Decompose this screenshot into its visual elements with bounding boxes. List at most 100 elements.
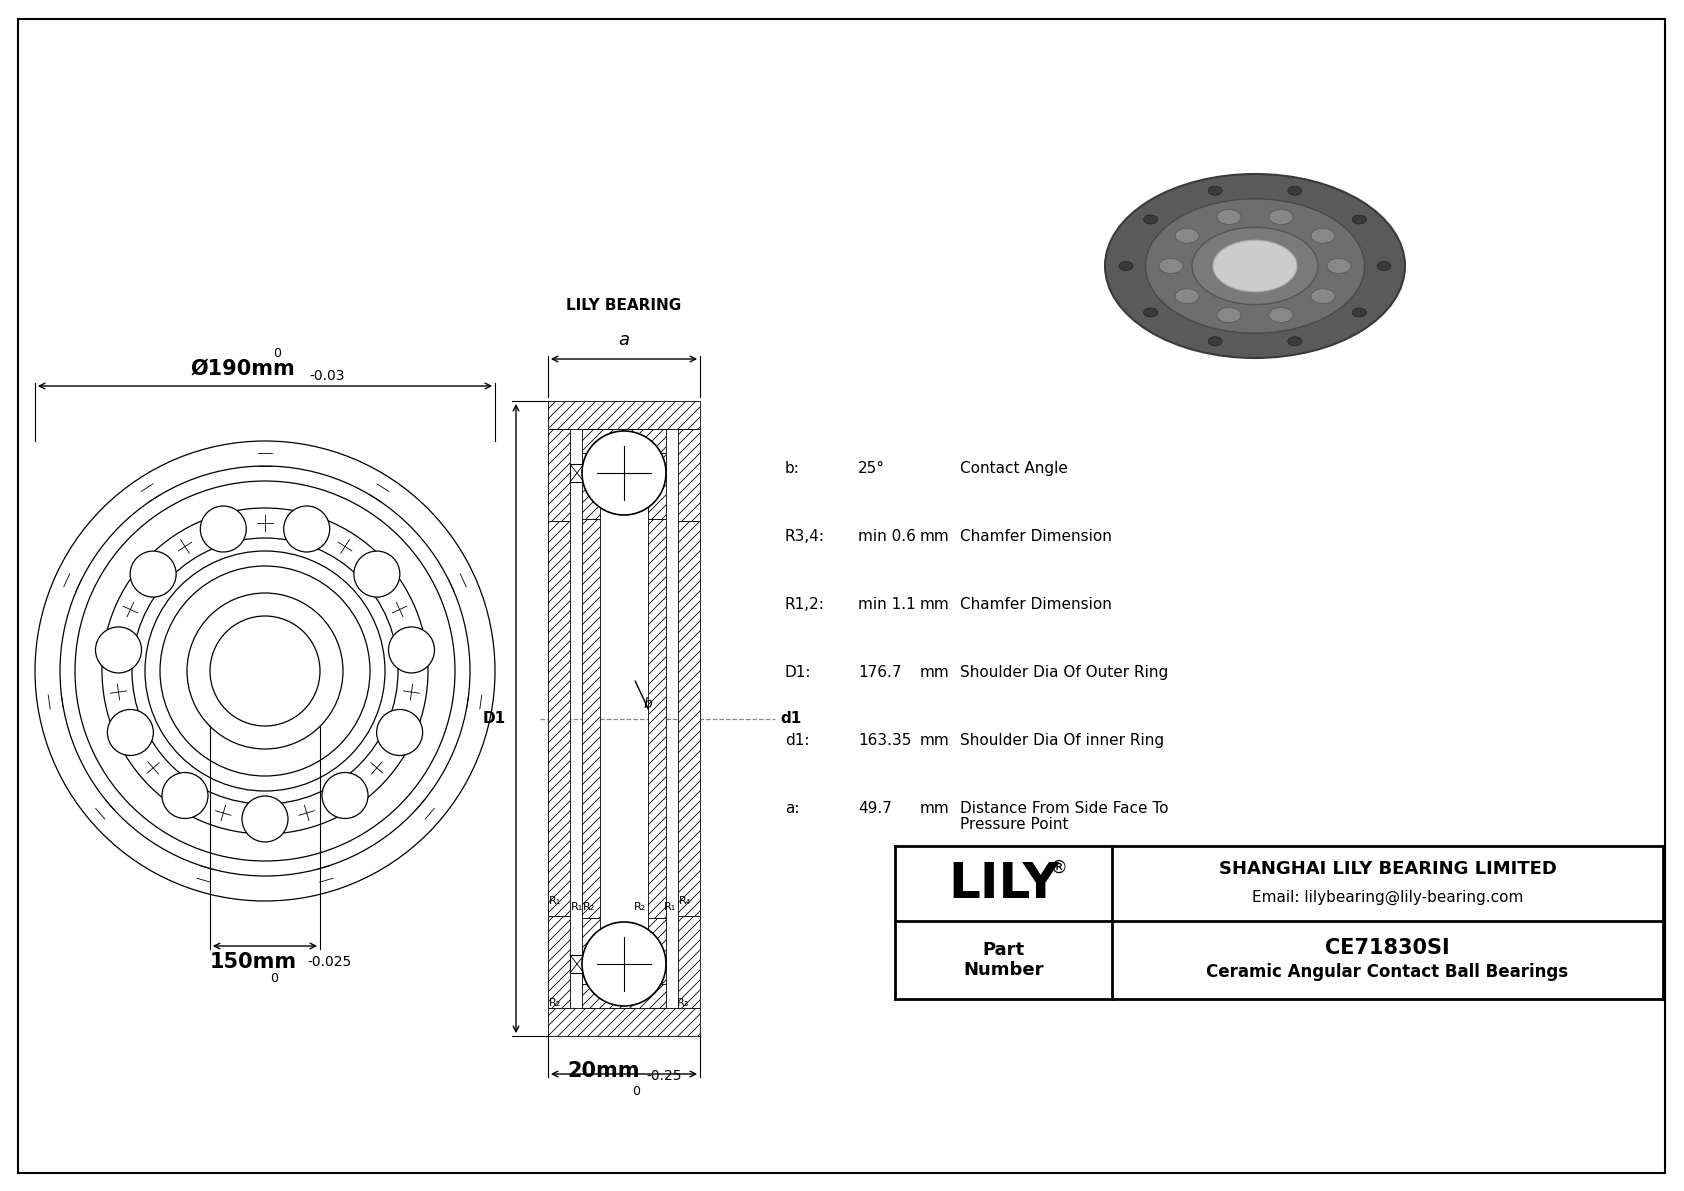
Circle shape <box>354 551 399 597</box>
Text: min 1.1: min 1.1 <box>859 597 916 612</box>
Polygon shape <box>648 918 665 984</box>
Ellipse shape <box>1352 308 1366 317</box>
Ellipse shape <box>1218 210 1241 224</box>
Text: R₂: R₂ <box>583 902 594 912</box>
Ellipse shape <box>1310 288 1335 304</box>
Ellipse shape <box>1145 199 1364 333</box>
Polygon shape <box>583 519 600 918</box>
Ellipse shape <box>1352 216 1366 224</box>
Text: Shoulder Dia Of Outer Ring: Shoulder Dia Of Outer Ring <box>960 665 1169 680</box>
Text: 150mm: 150mm <box>209 952 296 972</box>
Text: -0.03: -0.03 <box>308 369 345 384</box>
Ellipse shape <box>1143 216 1157 224</box>
Text: D1:: D1: <box>785 665 812 680</box>
Text: R1,2:: R1,2: <box>785 597 825 612</box>
Text: Ceramic Angular Contact Ball Bearings: Ceramic Angular Contact Ball Bearings <box>1206 964 1568 981</box>
Text: mm: mm <box>919 665 950 680</box>
Circle shape <box>283 506 330 551</box>
Polygon shape <box>547 401 701 429</box>
Circle shape <box>583 431 665 515</box>
Circle shape <box>389 626 434 673</box>
Text: R₁: R₁ <box>571 902 583 912</box>
Ellipse shape <box>1378 262 1391 270</box>
Text: Pressure Point: Pressure Point <box>960 817 1069 833</box>
Text: D1: D1 <box>483 711 505 727</box>
Text: ®: ® <box>1049 859 1068 877</box>
Text: R₄: R₄ <box>679 896 690 906</box>
Text: SHANGHAI LILY BEARING LIMITED: SHANGHAI LILY BEARING LIMITED <box>1219 861 1556 879</box>
Ellipse shape <box>1270 307 1293 323</box>
Polygon shape <box>547 1008 701 1036</box>
Text: R₁: R₁ <box>663 902 677 912</box>
Text: mm: mm <box>919 529 950 544</box>
Text: mm: mm <box>919 802 950 816</box>
Polygon shape <box>583 429 665 453</box>
Ellipse shape <box>1288 186 1302 195</box>
Ellipse shape <box>1207 337 1223 345</box>
Text: mm: mm <box>919 732 950 748</box>
Circle shape <box>583 922 665 1006</box>
Circle shape <box>377 710 423 755</box>
Text: 0: 0 <box>269 972 278 985</box>
Polygon shape <box>547 916 569 1008</box>
Text: b:: b: <box>785 461 800 476</box>
Text: LILY: LILY <box>948 860 1059 908</box>
Polygon shape <box>569 955 584 973</box>
Text: Email: lilybearing@lily-bearing.com: Email: lilybearing@lily-bearing.com <box>1251 890 1524 905</box>
Text: 163.35: 163.35 <box>859 732 911 748</box>
Text: Ø190mm: Ø190mm <box>190 358 295 379</box>
Text: mm: mm <box>919 597 950 612</box>
Polygon shape <box>679 429 701 520</box>
Text: CE71830SI: CE71830SI <box>1325 939 1450 958</box>
Text: R3,4:: R3,4: <box>785 529 825 544</box>
Ellipse shape <box>1159 258 1182 274</box>
Text: Chamfer Dimension: Chamfer Dimension <box>960 529 1111 544</box>
Ellipse shape <box>1105 174 1404 358</box>
Polygon shape <box>679 520 701 916</box>
Text: Chamfer Dimension: Chamfer Dimension <box>960 597 1111 612</box>
Text: 176.7: 176.7 <box>859 665 901 680</box>
Ellipse shape <box>1175 229 1199 243</box>
Polygon shape <box>648 453 665 519</box>
Text: min 0.6: min 0.6 <box>859 529 916 544</box>
Ellipse shape <box>1192 227 1319 305</box>
Circle shape <box>242 796 288 842</box>
Polygon shape <box>583 984 665 1008</box>
Ellipse shape <box>1175 288 1199 304</box>
Circle shape <box>96 626 141 673</box>
Text: 20mm: 20mm <box>568 1061 640 1081</box>
Text: -0.25: -0.25 <box>647 1070 682 1083</box>
Polygon shape <box>583 453 600 519</box>
Polygon shape <box>648 519 665 918</box>
Polygon shape <box>679 916 701 1008</box>
Text: d1:: d1: <box>785 732 810 748</box>
Ellipse shape <box>1143 308 1157 317</box>
Text: Distance From Side Face To: Distance From Side Face To <box>960 802 1169 816</box>
Polygon shape <box>569 464 584 482</box>
Polygon shape <box>583 918 600 984</box>
Text: 0: 0 <box>632 1085 640 1098</box>
Ellipse shape <box>1310 229 1335 243</box>
Ellipse shape <box>1118 262 1133 270</box>
Text: Contact Angle: Contact Angle <box>960 461 1068 476</box>
Text: 49.7: 49.7 <box>859 802 893 816</box>
Ellipse shape <box>1212 241 1297 292</box>
Text: R₂: R₂ <box>549 998 561 1008</box>
Circle shape <box>200 506 246 551</box>
Ellipse shape <box>1288 337 1302 345</box>
Text: Shoulder Dia Of inner Ring: Shoulder Dia Of inner Ring <box>960 732 1164 748</box>
Text: a:: a: <box>785 802 800 816</box>
Text: R₂: R₂ <box>633 902 647 912</box>
Ellipse shape <box>1218 307 1241 323</box>
Polygon shape <box>547 520 569 916</box>
Text: 25°: 25° <box>859 461 886 476</box>
Ellipse shape <box>1270 210 1293 224</box>
Text: b: b <box>643 698 653 711</box>
Text: -0.025: -0.025 <box>306 955 352 969</box>
Text: a: a <box>618 331 630 349</box>
Circle shape <box>322 773 369 818</box>
Text: 0: 0 <box>273 347 281 360</box>
Polygon shape <box>547 429 569 520</box>
Text: LILY BEARING: LILY BEARING <box>566 298 682 313</box>
Circle shape <box>130 551 177 597</box>
